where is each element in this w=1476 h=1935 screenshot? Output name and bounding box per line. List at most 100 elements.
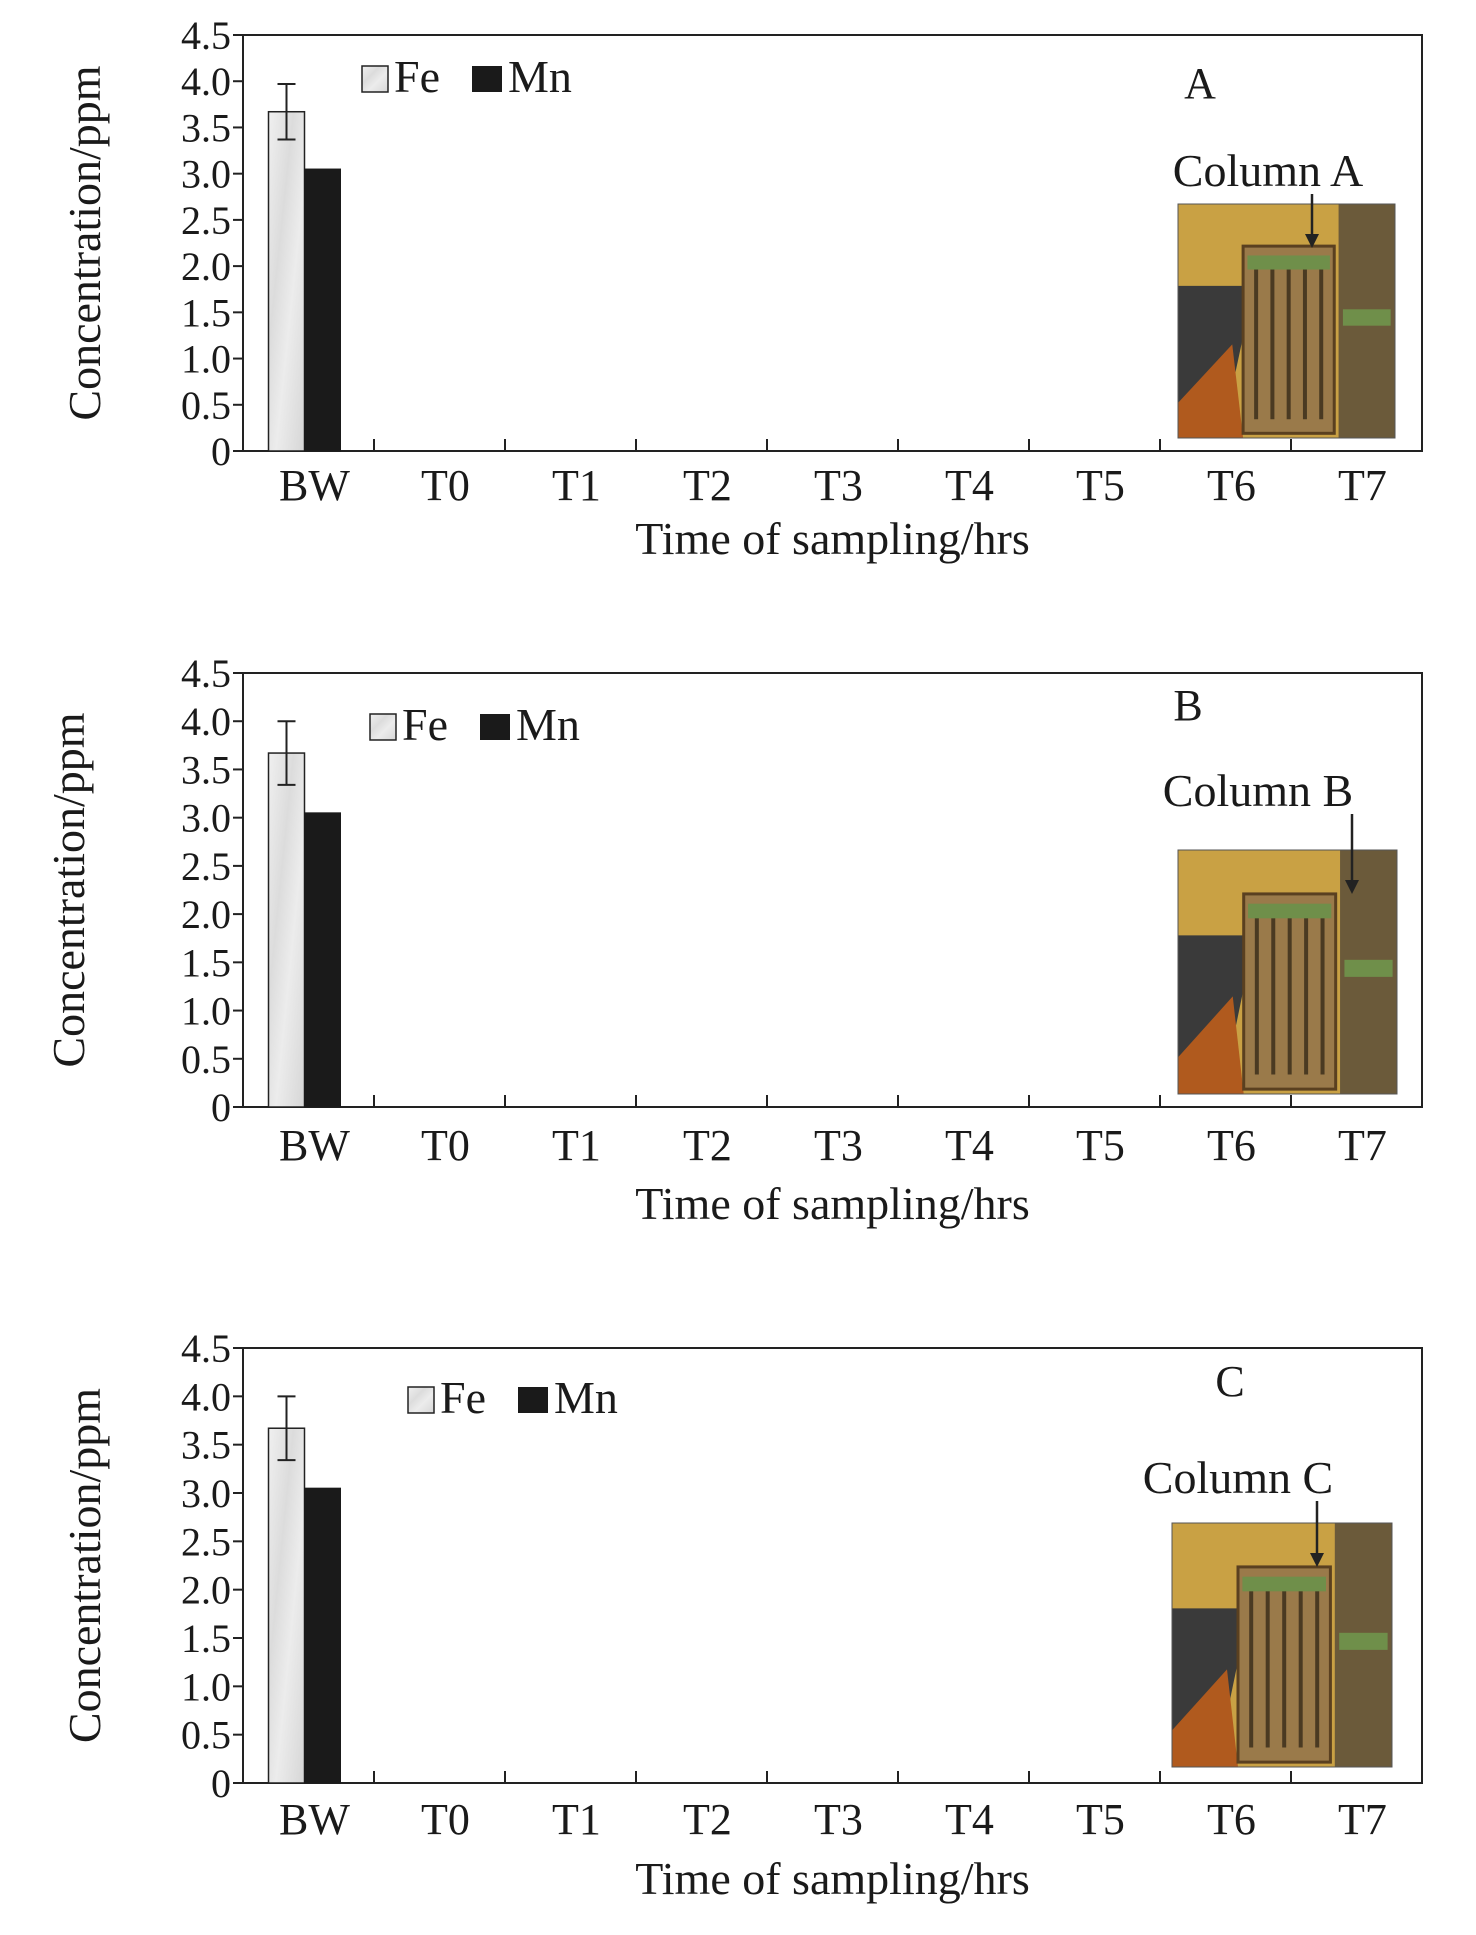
legend-swatch-mn	[518, 1387, 548, 1413]
y-tick-label: 3.5	[181, 105, 231, 150]
bar-mn-bw	[304, 1487, 341, 1784]
x-tick-label: BW	[279, 461, 350, 510]
inset-photo	[1177, 203, 1396, 439]
legend-label-mn: Mn	[508, 51, 572, 102]
photo-floor	[1178, 344, 1244, 438]
y-tick-label: 2.0	[181, 1568, 231, 1613]
x-tick-label: T1	[552, 1121, 601, 1170]
y-tick-label: 2.0	[181, 244, 231, 289]
photo-shelf-green	[1339, 1632, 1388, 1650]
photo-green-band	[1242, 1576, 1326, 1592]
chart-panel-c: 00.51.01.52.02.53.03.54.04.5 BW T0 T1 T2 T3 T4…	[59, 1326, 1423, 1904]
y-tick-label: 1.0	[181, 1664, 231, 1709]
x-tick-label: T2	[683, 1795, 732, 1844]
legend: Fe Mn	[407, 1372, 618, 1423]
x-tick-label: T4	[945, 1121, 994, 1170]
x-tick-label: T7	[1338, 1795, 1387, 1844]
y-tick-label: 3.0	[181, 152, 231, 197]
y-tick-label: 3.0	[181, 796, 231, 841]
y-axis-label: Concentration/ppm	[59, 65, 110, 420]
x-tick-label: BW	[279, 1121, 350, 1170]
y-axis-label: Concentration/ppm	[43, 712, 94, 1067]
x-tick-label: T4	[945, 461, 994, 510]
x-tick-label: T0	[421, 461, 470, 510]
plot-frame	[242, 34, 1423, 452]
photo-shelf-green	[1342, 309, 1391, 326]
inset-label: Column B	[1163, 765, 1353, 816]
photo-border	[1177, 849, 1398, 1095]
x-tick-label: T3	[814, 1121, 863, 1170]
legend-label-fe: Fe	[440, 1372, 486, 1423]
inset-arrow-head	[1345, 880, 1359, 894]
photo-floor	[1178, 996, 1244, 1094]
photo-green-band	[1248, 903, 1332, 919]
x-tick-label: T7	[1338, 1121, 1387, 1170]
y-tick-label: 4.5	[181, 13, 231, 58]
x-tick-label: T0	[421, 1795, 470, 1844]
inset-label: Column A	[1173, 145, 1363, 196]
x-tick-label: T0	[421, 1121, 470, 1170]
x-axis-label: Time of sampling/hrs	[635, 1853, 1029, 1904]
y-tick-label: 0.5	[181, 1713, 231, 1758]
legend-label-fe: Fe	[394, 51, 440, 102]
inset-label: Column C	[1143, 1452, 1333, 1503]
y-tick-label: 1.0	[181, 989, 231, 1034]
x-tick-label: T1	[552, 1795, 601, 1844]
legend-label-mn: Mn	[516, 699, 580, 750]
chart-panel-b: 00.51.01.52.02.53.03.54.04.5 BW T0 T1 T2 T3 T4…	[43, 651, 1423, 1229]
y-tick-label: 0	[211, 1085, 231, 1130]
bar-fe-bw	[267, 110, 306, 452]
photo-border	[1171, 1522, 1393, 1768]
y-tick-label: 1.5	[181, 290, 231, 335]
inset-arrow-head	[1310, 1553, 1324, 1567]
x-tick-label: BW	[279, 1795, 350, 1844]
y-tick-label: 4.0	[181, 59, 231, 104]
legend: Fe Mn	[361, 51, 572, 102]
photo-floor	[1172, 1669, 1238, 1767]
bar-fe-bw	[267, 1427, 306, 1784]
y-axis-label: Concentration/ppm	[59, 1388, 110, 1743]
inset-arrow-head	[1305, 234, 1319, 248]
x-tick-label: T6	[1207, 461, 1256, 510]
photo-green-band	[1247, 255, 1330, 270]
y-tick-label: 0	[211, 429, 231, 474]
x-axis-label: Time of sampling/hrs	[635, 513, 1029, 564]
photo-shelf-green	[1344, 959, 1393, 977]
legend-label-mn: Mn	[554, 1372, 618, 1423]
bar-mn-bw	[304, 812, 341, 1108]
x-tick-label: T4	[945, 1795, 994, 1844]
y-tick-label: 3.0	[181, 1471, 231, 1516]
plot-frame	[242, 1347, 1423, 1784]
y-tick-label: 2.5	[181, 844, 231, 889]
y-tick-label: 1.5	[181, 940, 231, 985]
y-tick-label: 3.5	[181, 1423, 231, 1468]
x-tick-label: T2	[683, 461, 732, 510]
x-tick-label: T1	[552, 461, 601, 510]
y-tick-label: 0.5	[181, 383, 231, 428]
legend-swatch-mn	[480, 714, 510, 740]
y-tick-label: 0.5	[181, 1037, 231, 1082]
legend-swatch-mn	[472, 66, 502, 92]
x-tick-label: T3	[814, 461, 863, 510]
x-tick-label: T5	[1076, 1795, 1125, 1844]
y-tick-label: 4.0	[181, 1374, 231, 1419]
legend: Fe Mn	[369, 699, 580, 750]
bar-mn-bw	[304, 168, 341, 452]
x-tick-label: T5	[1076, 461, 1125, 510]
x-tick-label: T7	[1338, 461, 1387, 510]
x-tick-label: T6	[1207, 1795, 1256, 1844]
panel-letter: B	[1173, 681, 1202, 730]
legend-swatch-fe	[361, 65, 389, 93]
panel-letter: C	[1215, 1357, 1244, 1406]
legend-swatch-fe	[407, 1386, 435, 1414]
x-tick-label: T3	[814, 1795, 863, 1844]
y-tick-label: 2.0	[181, 892, 231, 937]
y-tick-label: 2.5	[181, 198, 231, 243]
x-axis-label: Time of sampling/hrs	[635, 1178, 1029, 1229]
photo-border	[1177, 203, 1396, 439]
x-tick-label: T6	[1207, 1121, 1256, 1170]
y-tick-label: 1.5	[181, 1616, 231, 1661]
legend-label-fe: Fe	[402, 699, 448, 750]
panel-letter: A	[1184, 59, 1216, 108]
y-tick-label: 1.0	[181, 337, 231, 382]
